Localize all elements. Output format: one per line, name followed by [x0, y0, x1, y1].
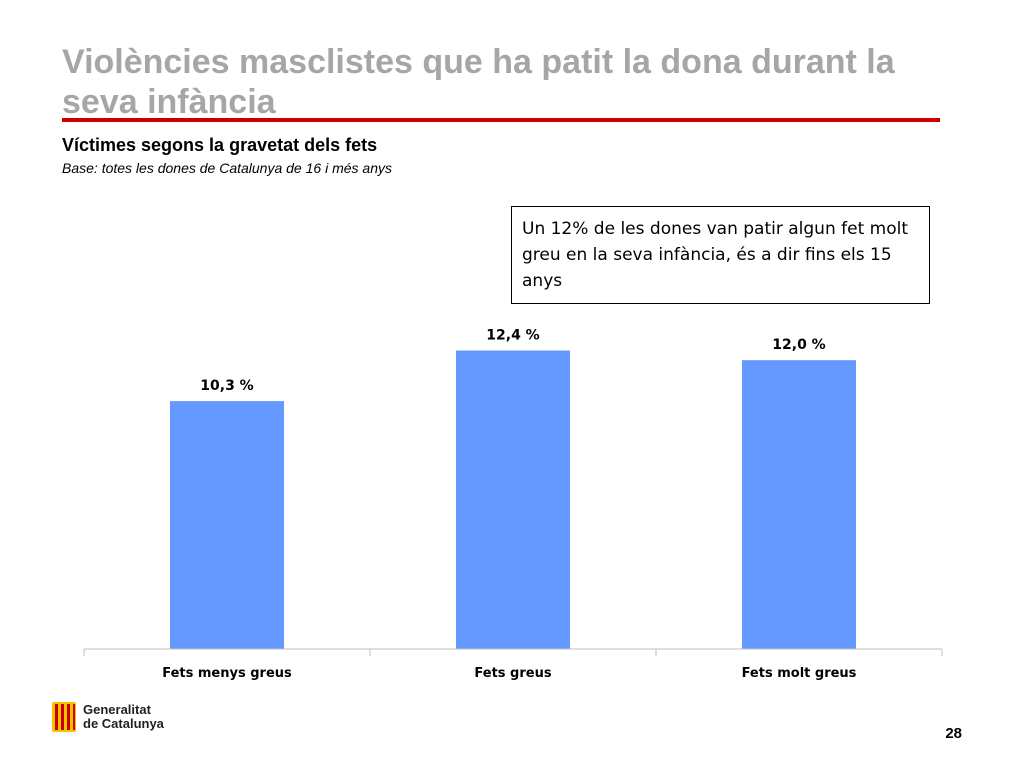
- data-label: 12,4 %: [486, 328, 539, 344]
- generalitat-logo: Generalitat de Catalunya: [52, 702, 164, 732]
- data-label: 10,3 %: [200, 378, 253, 394]
- page-number: 28: [945, 725, 962, 742]
- base-note: Base: totes les dones de Catalunya de 16…: [62, 160, 392, 176]
- logo-line-1: Generalitat: [83, 702, 151, 717]
- page-title: Violències masclistes que ha patit la do…: [62, 43, 895, 121]
- category-label: Fets menys greus: [162, 666, 292, 681]
- logo-line-2: de Catalunya: [83, 716, 164, 731]
- catalan-flag-icon: [52, 702, 76, 732]
- category-label: Fets greus: [474, 666, 551, 681]
- callout-box: Un 12% de les dones van patir algun fet …: [511, 206, 930, 304]
- bar: [456, 350, 570, 649]
- data-label: 12,0 %: [772, 337, 825, 353]
- title-underline: [62, 118, 940, 122]
- chart-subtitle: Víctimes segons la gravetat dels fets: [62, 135, 378, 155]
- bar: [742, 360, 856, 649]
- category-label: Fets molt greus: [742, 666, 857, 681]
- bar: [170, 401, 284, 649]
